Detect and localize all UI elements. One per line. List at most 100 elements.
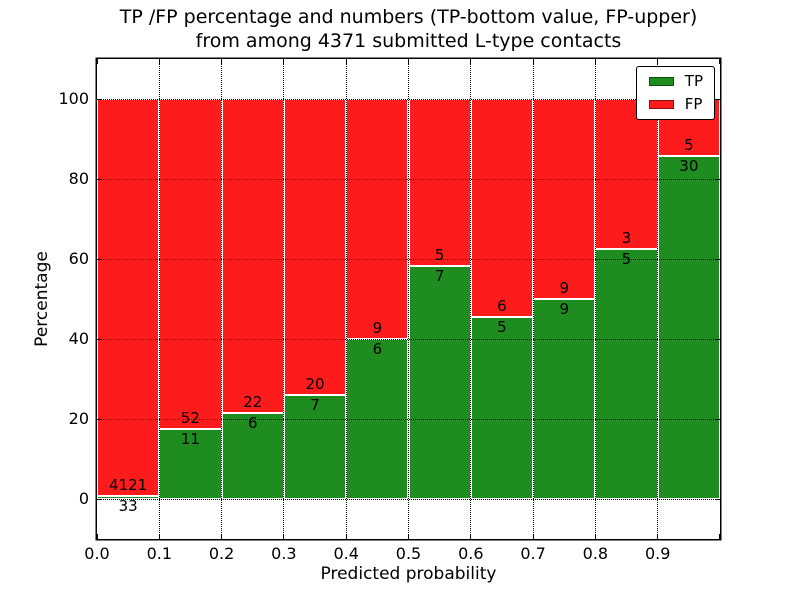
y-tick-mark-left xyxy=(97,418,102,420)
y-tick-mark-right xyxy=(715,178,720,180)
x-tick-mark-bottom xyxy=(719,534,720,539)
bar-fp-segment xyxy=(595,99,658,249)
legend-item-fp: FP xyxy=(648,95,703,113)
vertical-gridline xyxy=(594,59,596,539)
x-tick-mark-top xyxy=(470,59,472,64)
bar-fp-segment xyxy=(283,99,347,396)
y-tick-label: 20 xyxy=(68,409,89,428)
horizontal-gridline xyxy=(97,418,720,420)
bar-fp-segment xyxy=(97,99,160,496)
legend-label-fp: FP xyxy=(684,95,703,113)
chart-title-line2: from among 4371 submitted L-type contact… xyxy=(195,30,622,52)
bar-fp-segment xyxy=(346,99,409,339)
x-tick-label: 0.0 xyxy=(84,544,110,563)
x-tick-mark-top xyxy=(283,59,285,64)
vertical-gridline xyxy=(221,59,223,539)
tp-color-swatch xyxy=(648,77,674,86)
bar-tp-segment xyxy=(97,495,160,499)
chart-title-line1: TP /FP percentage and numbers (TP-bottom… xyxy=(119,6,698,28)
bar-fp-segment xyxy=(408,99,471,266)
fp-count-label: 20 xyxy=(305,375,325,394)
y-tick-mark-left xyxy=(97,98,102,100)
y-tick-label: 0 xyxy=(78,489,89,508)
y-tick-mark-left xyxy=(97,338,102,340)
x-tick-mark-bottom xyxy=(345,534,347,539)
bar-fp-segment xyxy=(470,99,534,318)
vertical-gridline xyxy=(470,59,472,539)
y-tick-mark-right xyxy=(715,418,720,420)
horizontal-gridline xyxy=(97,98,720,100)
y-tick-label: 100 xyxy=(58,89,89,108)
horizontal-gridline xyxy=(97,258,720,260)
x-tick-mark-top xyxy=(345,59,347,64)
bar-tp-segment xyxy=(408,265,471,499)
horizontal-gridline xyxy=(97,178,720,180)
tp-count-label: 11 xyxy=(180,430,200,449)
x-tick-label: 0.5 xyxy=(395,544,422,563)
tp-count-label: 33 xyxy=(118,496,138,515)
x-tick-mark-top xyxy=(97,59,98,64)
y-tick-mark-right xyxy=(715,498,720,500)
bar-tp-segment xyxy=(470,317,534,499)
x-tick-mark-bottom xyxy=(594,534,596,539)
tp-count-label: 6 xyxy=(372,340,383,358)
x-tick-mark-top xyxy=(719,59,720,64)
vertical-gridline xyxy=(657,59,659,539)
tp-count-label: 7 xyxy=(310,396,320,415)
x-tick-mark-top xyxy=(408,59,409,64)
vertical-gridline xyxy=(345,59,347,539)
chart-title: TP /FP percentage and numbers (TP-bottom… xyxy=(97,5,720,53)
tp-count-label: 5 xyxy=(497,318,507,337)
y-tick-mark-right xyxy=(715,258,720,260)
x-tick-mark-top xyxy=(532,59,534,64)
fp-count-label: 5 xyxy=(684,136,694,155)
vertical-gridline xyxy=(408,59,409,539)
y-tick-mark-right xyxy=(715,98,720,100)
x-tick-mark-bottom xyxy=(532,534,534,539)
x-tick-mark-bottom xyxy=(408,534,409,539)
y-tick-label: 60 xyxy=(68,249,89,268)
bar-tp-segment xyxy=(533,299,596,499)
y-tick-label: 40 xyxy=(68,329,89,348)
fp-color-swatch xyxy=(648,100,674,109)
vertical-gridline xyxy=(158,59,160,539)
y-tick-mark-right xyxy=(715,338,720,340)
horizontal-gridline xyxy=(97,498,720,500)
x-tick-mark-bottom xyxy=(657,534,659,539)
x-tick-label: 0.8 xyxy=(582,544,609,563)
bar-fp-segment xyxy=(221,99,284,414)
x-tick-mark-bottom xyxy=(97,534,98,539)
x-tick-label: 0.2 xyxy=(208,544,235,563)
fp-count-label: 22 xyxy=(243,393,263,412)
fp-count-label: 9 xyxy=(372,319,383,337)
x-tick-mark-top xyxy=(158,59,160,64)
tp-count-label: 6 xyxy=(247,414,258,433)
x-tick-mark-bottom xyxy=(470,534,472,539)
vertical-gridline xyxy=(532,59,534,539)
fp-count-label: 9 xyxy=(559,279,570,297)
horizontal-gridline xyxy=(97,338,720,340)
tp-count-label: 7 xyxy=(434,266,445,285)
x-tick-mark-bottom xyxy=(283,534,285,539)
y-tick-mark-left xyxy=(97,498,102,500)
legend: TP FP xyxy=(635,66,715,120)
plot-area: 4121 33 52 11 22 6 20 7 9 6 5 7 6 5 9 9 3 5 5 30 TP FP xyxy=(97,59,720,539)
bar-tp-segment xyxy=(283,395,347,499)
tp-count-label: 5 xyxy=(621,250,632,268)
fp-count-label: 6 xyxy=(497,297,507,316)
y-tick-mark-left xyxy=(97,178,102,180)
bar-tp-segment xyxy=(657,156,720,499)
x-tick-label: 0.6 xyxy=(458,544,484,563)
bar-tp-segment xyxy=(595,249,658,499)
bar-fp-segment xyxy=(533,99,596,299)
tp-count-label: 9 xyxy=(559,300,570,318)
bar-fp-segment xyxy=(159,99,222,430)
x-tick-label: 0.9 xyxy=(644,544,671,563)
x-tick-mark-top xyxy=(594,59,596,64)
tp-count-label: 30 xyxy=(679,157,699,176)
x-tick-mark-bottom xyxy=(221,534,223,539)
y-tick-mark-left xyxy=(97,258,102,260)
x-tick-mark-top xyxy=(221,59,223,64)
fp-count-label: 4121 xyxy=(109,475,148,494)
